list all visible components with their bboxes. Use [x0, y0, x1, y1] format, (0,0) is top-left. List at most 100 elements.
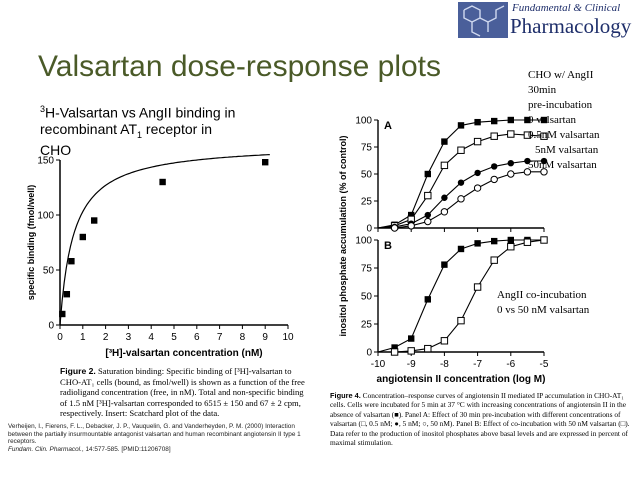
- data-point: [63, 291, 71, 298]
- data-point: [490, 175, 498, 184]
- figure2-text: Saturation binding: Specific binding of …: [60, 366, 305, 419]
- x-tick-label: -8: [440, 359, 449, 370]
- x-tick-label: 2: [103, 332, 109, 343]
- data-point: [523, 238, 532, 246]
- citation-text: Verheijen, I., Fierens, F. L., Debacker,…: [8, 423, 301, 446]
- subtitle-superscript: 3: [40, 104, 46, 114]
- data-point: [540, 132, 548, 140]
- data-point: [390, 348, 399, 356]
- legend-top-line: 30min: [528, 84, 557, 96]
- x-tick-label: 5: [171, 332, 177, 343]
- data-point: [441, 194, 448, 201]
- data-point: [474, 240, 481, 247]
- series-line: [377, 160, 544, 229]
- data-point: [540, 168, 548, 176]
- x-tick-label: -6: [506, 359, 515, 370]
- data-point: [490, 256, 498, 264]
- data-point: [491, 117, 498, 125]
- data-point: [68, 258, 75, 265]
- panel-letter: A: [384, 120, 392, 132]
- y-tick-label: 100: [355, 236, 372, 247]
- data-point: [540, 236, 548, 244]
- x-axis-label: angiotensin II concentration (log M): [377, 374, 546, 385]
- data-point: [507, 243, 515, 251]
- legend-top-line: 50nM valsartan: [528, 159, 597, 171]
- y-tick-label: 25: [361, 320, 373, 331]
- data-point: [391, 344, 398, 351]
- series-line: [377, 119, 544, 229]
- x-tick-label: -7: [473, 359, 482, 370]
- data-point: [524, 116, 531, 124]
- y-tick-label: 100: [37, 211, 54, 222]
- data-point: [457, 146, 465, 154]
- data-point: [440, 337, 449, 345]
- data-point: [440, 161, 449, 170]
- x-tick-label: -9: [407, 359, 416, 370]
- subtitle-line1: H-Valsartan vs AngII binding in: [45, 104, 236, 121]
- legend-top-line: 5nM valsartan: [535, 144, 599, 156]
- data-point: [440, 208, 449, 216]
- data-point: [424, 217, 432, 226]
- y-axis-label: inositol phosphate accumulation (% of co…: [338, 135, 348, 336]
- x-tick-label: -10: [371, 359, 386, 370]
- data-point: [262, 159, 269, 166]
- x-axis-label: [³H]-valsartan concentration (nM): [105, 348, 262, 359]
- data-point: [540, 157, 548, 165]
- data-point: [424, 211, 431, 219]
- y-tick-label: 50: [361, 292, 373, 303]
- molecule-icon: [458, 2, 508, 38]
- data-point: [507, 130, 515, 138]
- data-point: [540, 116, 548, 124]
- journal-logo: Fundamental & Clinical Pharmacology: [458, 2, 636, 42]
- data-point: [424, 170, 431, 178]
- data-point: [407, 347, 415, 355]
- y-tick-label: 0: [366, 224, 372, 235]
- y-tick-label: 0: [366, 348, 372, 359]
- data-point: [491, 237, 498, 245]
- legend-top-line: pre-incubation: [528, 99, 593, 111]
- subtitle-subscript: 1: [137, 129, 143, 140]
- legend-preincubation: CHO w/ AngII 30min pre-incubation 0 vals…: [528, 68, 599, 173]
- legend-bottom-line: 0 vs 50 nM valsartan: [497, 304, 590, 316]
- legend-coincubation: AngII co-incubation 0 vs 50 nM valsartan: [497, 288, 589, 318]
- citation-tail: , 14:577-585. [PMID:11206708]: [81, 445, 171, 453]
- figure2-caption: Figure 2. Saturation binding: Specific b…: [60, 366, 310, 419]
- data-point: [59, 310, 66, 318]
- slide-subtitle: 3H-Valsartan vs AngII binding in recombi…: [40, 101, 300, 158]
- panel-b-chart: 0 25 50 75 100 -10 -9 -8 -7 -6 -5 angiotensin II co…: [355, 236, 549, 386]
- citation: Verheijen, I., Fierens, F. L., Debacker,…: [8, 423, 303, 453]
- y-tick-label: 75: [361, 143, 373, 154]
- x-tick-label: 1: [80, 332, 86, 343]
- panel-letter: B: [384, 240, 392, 252]
- x-tick-label: 9: [262, 332, 268, 343]
- data-point: [524, 157, 531, 165]
- data-point: [474, 118, 481, 126]
- data-point: [91, 217, 98, 224]
- x-tick-label: 0: [57, 332, 63, 343]
- x-tick-label: -5: [540, 359, 549, 370]
- figure4-caption: Figure 4. Concentration–response curves …: [330, 391, 630, 447]
- data-point: [441, 138, 448, 145]
- y-axis-label: specific binding (fmol/well): [26, 185, 36, 301]
- data-point: [441, 261, 448, 268]
- data-point: [523, 131, 532, 139]
- subtitle-line2b: receptor in: [142, 120, 213, 137]
- legend-top-line: 0 valsartan: [528, 114, 576, 126]
- data-point: [491, 163, 498, 170]
- y-tick-label: 25: [361, 197, 373, 208]
- data-point: [408, 211, 415, 219]
- y-tick-label: 150: [37, 156, 54, 167]
- data-point: [424, 191, 432, 200]
- data-point: [390, 224, 399, 232]
- data-point: [507, 116, 514, 124]
- data-point: [424, 344, 432, 353]
- data-point: [424, 296, 431, 303]
- x-tick-label: 8: [240, 332, 246, 343]
- data-point: [457, 179, 465, 186]
- subtitle-line2a: recombinant AT: [40, 120, 138, 137]
- data-point: [457, 316, 465, 325]
- y-tick-label: 50: [361, 170, 373, 181]
- figure4-text: Concentration–response curves of angiote…: [330, 391, 630, 448]
- y-tick-label: 0: [48, 321, 54, 332]
